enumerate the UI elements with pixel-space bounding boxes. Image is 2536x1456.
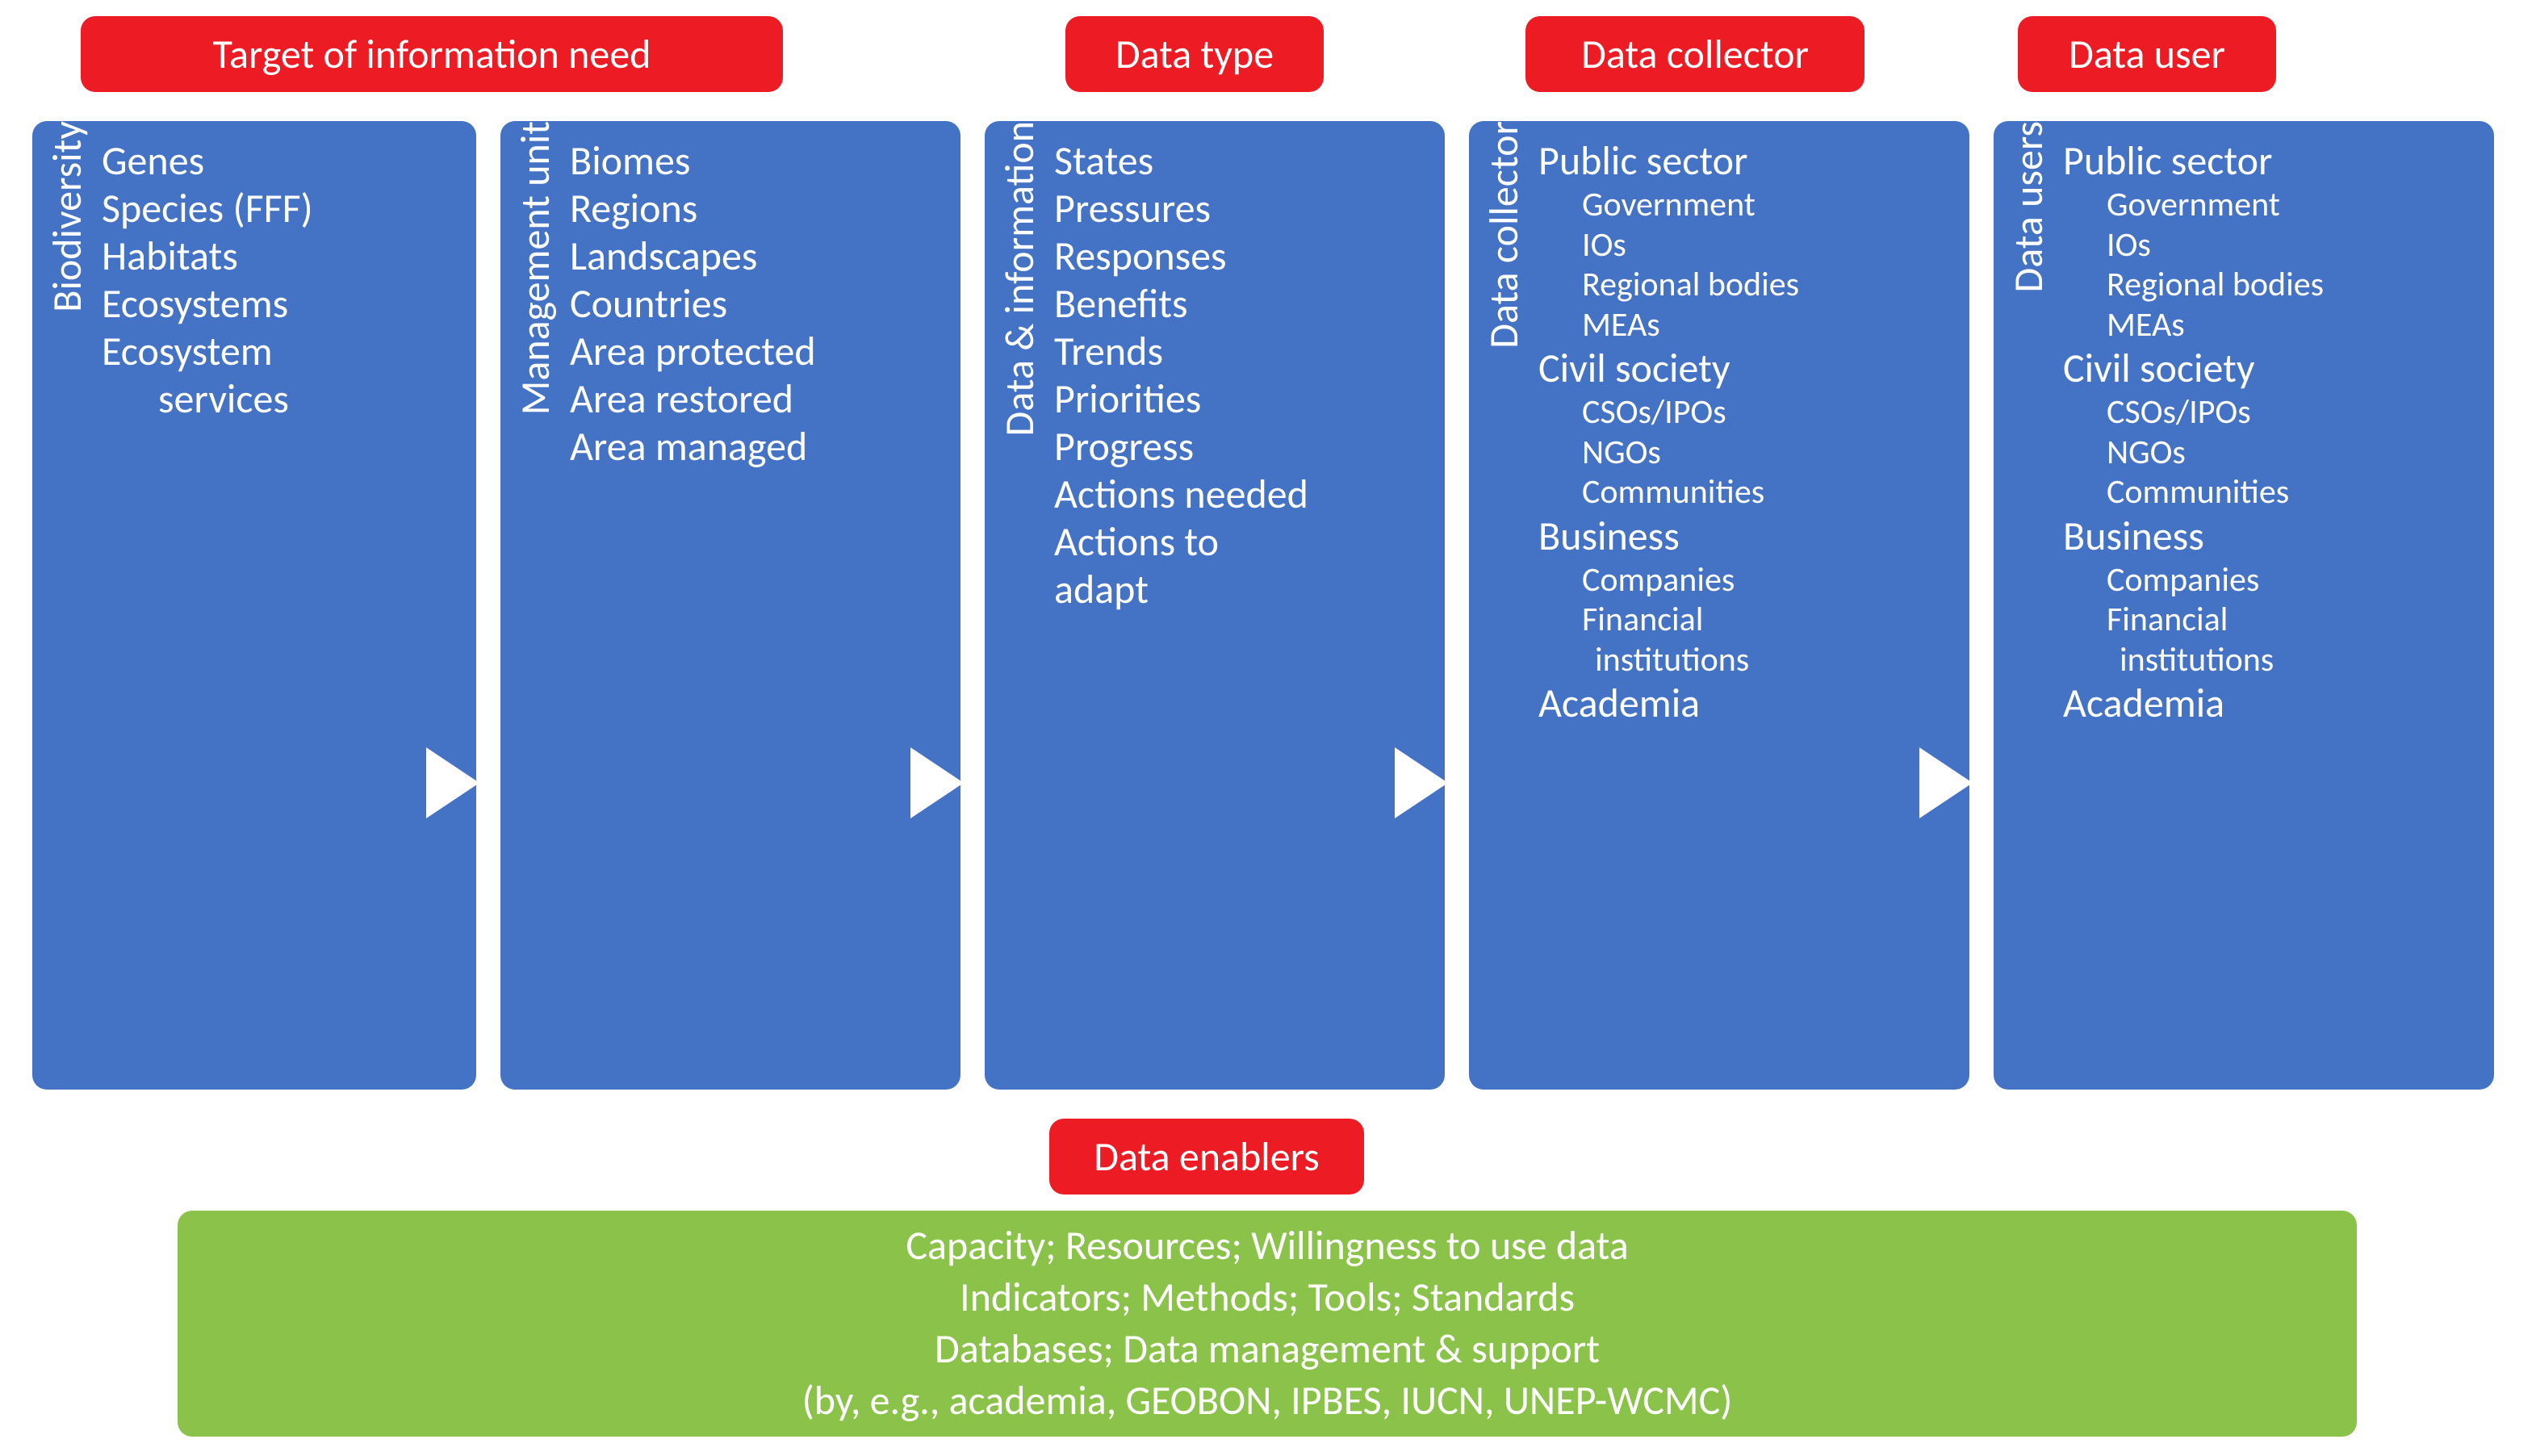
box-biodiversity-item: Genes — [102, 137, 462, 185]
box-users-item: Regional bodies — [2063, 265, 2480, 305]
box-datainfo-content: StatesPressuresResponsesBenefitsTrendsPr… — [1054, 137, 1430, 1073]
diagram-canvas: Target of information need Data type Data … — [0, 0, 2536, 1456]
box-management-item: Area managed — [570, 423, 946, 471]
box-users-item: Financial — [2063, 600, 2480, 640]
box-datainfo-vlabel-text: Data & information — [995, 121, 1044, 455]
box-datainfo-item: adapt — [1054, 566, 1430, 613]
box-users-item: institutions — [2063, 640, 2480, 680]
box-users-item: Academia — [2063, 680, 2480, 727]
box-biodiversity-vlabel: Biodiversity — [32, 121, 102, 1090]
arrow-4 — [1919, 747, 1973, 818]
box-biodiversity-item: Species (FFF) — [102, 185, 462, 232]
box-datainfo-item: Actions to — [1054, 518, 1430, 566]
box-biodiversity-vlabel-text: Biodiversity — [43, 121, 92, 332]
box-collector-item: CSOs/IPOs — [1538, 392, 1955, 433]
box-collector-content: Public sectorGovernmentIOsRegional bodie… — [1538, 137, 1955, 1073]
box-collector-item: Civil society — [1538, 345, 1955, 392]
box-users-item: CSOs/IPOs — [2063, 392, 2480, 433]
box-collector-item: Academia — [1538, 680, 1955, 727]
box-biodiversity-content: GenesSpecies (FFF)HabitatsEcosystemsEcos… — [102, 137, 462, 1073]
hdr-collector: Data collector — [1525, 16, 1864, 92]
box-biodiversity-item: services — [102, 375, 462, 423]
box-users-item: Government — [2063, 185, 2480, 225]
box-management-item: Biomes — [570, 137, 946, 185]
box-users-content: Public sectorGovernmentIOsRegional bodie… — [2063, 137, 2480, 1073]
box-datainfo-item: Trends — [1054, 328, 1430, 375]
box-biodiversity-item: Ecosystems — [102, 280, 462, 328]
box-management-item: Countries — [570, 280, 946, 328]
box-users: Data usersPublic sectorGovernmentIOsRegi… — [1994, 121, 2494, 1090]
box-datainfo-item: Responses — [1054, 232, 1430, 280]
enablers-line: Databases; Data management & support — [935, 1324, 1600, 1375]
box-collector-item: NGOs — [1538, 433, 1955, 473]
box-collector-item: IOs — [1538, 225, 1955, 266]
box-biodiversity-item: Habitats — [102, 232, 462, 280]
box-datainfo-item: Pressures — [1054, 185, 1430, 232]
box-management-vlabel: Management unit — [500, 121, 570, 1090]
box-collector-vlabel: Data collector — [1469, 121, 1538, 1090]
box-collector-item: Companies — [1538, 560, 1955, 600]
box-datainfo-item: Priorities — [1054, 375, 1430, 423]
box-management: Management unitBiomesRegionsLandscapesCo… — [500, 121, 960, 1090]
box-collector: Data collectorPublic sectorGovernmentIOs… — [1469, 121, 1969, 1090]
box-users-vlabel: Data users — [1994, 121, 2063, 1090]
box-biodiversity-item: Ecosystem — [102, 328, 462, 375]
arrow-1 — [426, 747, 479, 818]
box-datainfo-item: States — [1054, 137, 1430, 185]
arrow-3 — [1395, 747, 1448, 818]
box-collector-item: Communities — [1538, 472, 1955, 513]
box-users-item: Public sector — [2063, 137, 2480, 185]
box-collector-item: Business — [1538, 513, 1955, 560]
hdr-user: Data user — [2018, 16, 2276, 92]
box-collector-vlabel-text: Data collector — [1479, 121, 1529, 368]
box-datainfo-vlabel: Data & information — [985, 121, 1054, 1090]
box-management-item: Area protected — [570, 328, 946, 375]
box-management-item: Area restored — [570, 375, 946, 423]
box-collector-item: institutions — [1538, 640, 1955, 680]
arrow-2 — [910, 747, 964, 818]
box-users-vlabel-text: Data users — [2004, 121, 2053, 312]
box-users-item: Companies — [2063, 560, 2480, 600]
box-datainfo-item: Benefits — [1054, 280, 1430, 328]
box-enablers: Capacity; Resources; Willingness to use … — [178, 1211, 2357, 1437]
box-management-item: Landscapes — [570, 232, 946, 280]
hdr-enablers: Data enablers — [1049, 1119, 1364, 1195]
enablers-line: (by, e.g., academia, GEOBON, IPBES, IUCN… — [802, 1375, 1733, 1427]
box-datainfo-item: Progress — [1054, 423, 1430, 471]
box-users-item: NGOs — [2063, 433, 2480, 473]
box-biodiversity: BiodiversityGenesSpecies (FFF)HabitatsEc… — [32, 121, 476, 1090]
box-users-item: IOs — [2063, 225, 2480, 266]
box-management-vlabel-text: Management unit — [511, 121, 560, 434]
box-collector-item: Regional bodies — [1538, 265, 1955, 305]
box-collector-item: Public sector — [1538, 137, 1955, 185]
box-datainfo: Data & informationStatesPressuresRespons… — [985, 121, 1445, 1090]
enablers-line: Capacity; Resources; Willingness to use … — [906, 1220, 1628, 1272]
box-users-item: Civil society — [2063, 345, 2480, 392]
box-datainfo-item: Actions needed — [1054, 471, 1430, 518]
box-management-content: BiomesRegionsLandscapesCountriesArea pro… — [570, 137, 946, 1073]
box-collector-item: Financial — [1538, 600, 1955, 640]
box-users-item: Business — [2063, 513, 2480, 560]
hdr-datatype: Data type — [1065, 16, 1324, 92]
box-collector-item: MEAs — [1538, 305, 1955, 345]
box-users-item: MEAs — [2063, 305, 2480, 345]
box-management-item: Regions — [570, 185, 946, 232]
hdr-target: Target of information need — [81, 16, 783, 92]
enablers-line: Indicators; Methods; Tools; Standards — [960, 1272, 1575, 1324]
box-users-item: Communities — [2063, 472, 2480, 513]
box-collector-item: Government — [1538, 185, 1955, 225]
